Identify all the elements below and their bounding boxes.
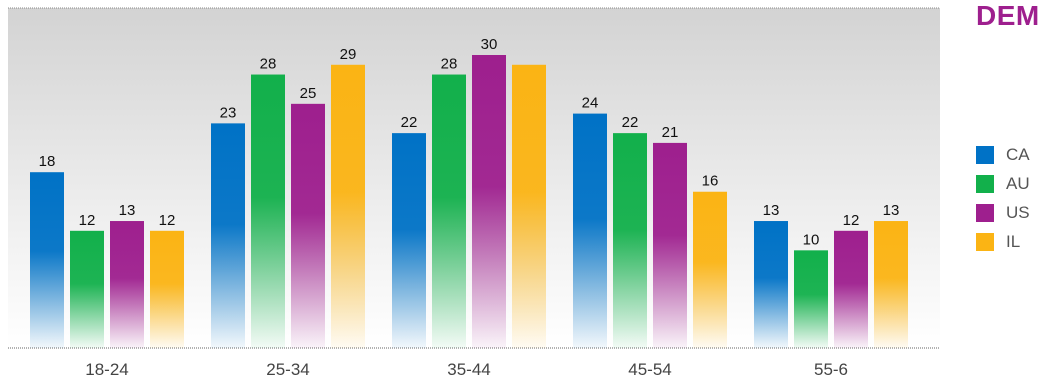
- legend: CA AU US IL: [976, 140, 1030, 256]
- bar-il-45-54: [693, 191, 727, 348]
- bar-us-45-54: [653, 142, 687, 348]
- bar-il-35-44: [512, 64, 546, 349]
- legend-swatch-us: [976, 203, 994, 222]
- bar-au-35-44: [432, 74, 466, 349]
- legend-item-il: IL: [976, 227, 1030, 256]
- data-label-il-55-6: 13: [883, 202, 900, 219]
- legend-item-au: AU: [976, 169, 1030, 198]
- bar-il-55-6: [874, 221, 908, 348]
- data-label-au-25-34: 28: [260, 56, 277, 73]
- data-label-us-55-6: 12: [843, 212, 860, 229]
- bar-au-45-54: [613, 133, 647, 348]
- bar-us-55-6: [834, 230, 868, 348]
- data-label-ca-55-6: 13: [763, 202, 780, 219]
- legend-label-au: AU: [1006, 173, 1030, 193]
- x-tick-label-18-24: 18-24: [85, 360, 128, 379]
- data-label-au-45-54: 22: [622, 114, 639, 131]
- data-label-ca-25-34: 23: [220, 104, 237, 121]
- data-label-us-35-44: 30: [481, 36, 498, 53]
- legend-item-ca: CA: [976, 140, 1030, 169]
- data-label-au-18-24: 12: [79, 212, 96, 229]
- x-tick-label-25-34: 25-34: [266, 360, 309, 379]
- bar-ca-25-34: [211, 123, 245, 348]
- legend-item-us: US: [976, 198, 1030, 227]
- bar-ca-18-24: [30, 172, 64, 348]
- data-label-us-25-34: 25: [300, 85, 317, 102]
- data-label-ca-45-54: 24: [582, 95, 599, 112]
- bar-chart: 18 12 13 12 18-24 23 28 25 29 25-34 22 28 30 35-44 24 2…: [8, 7, 940, 379]
- bar-il-18-24: [150, 230, 184, 348]
- data-label-il-45-54: 16: [702, 173, 719, 190]
- legend-label-il: IL: [1006, 231, 1021, 251]
- legend-swatch-au: [976, 174, 994, 193]
- x-tick-label-55-6: 55-6: [814, 360, 848, 379]
- legend-swatch-ca: [976, 145, 994, 164]
- data-label-il-18-24: 12: [159, 212, 176, 229]
- legend-label-us: US: [1006, 202, 1030, 222]
- chart-title: DEM: [976, 0, 1040, 31]
- data-label-us-45-54: 21: [662, 124, 679, 141]
- bar-il-25-34: [331, 64, 365, 349]
- legend-swatch-il: [976, 232, 994, 251]
- bar-us-35-44: [472, 55, 506, 348]
- data-label-au-55-6: 10: [803, 231, 820, 248]
- bar-au-55-6: [794, 250, 828, 348]
- x-tick-label-45-54: 45-54: [628, 360, 671, 379]
- bar-ca-55-6: [754, 221, 788, 348]
- bar-au-18-24: [70, 230, 104, 348]
- bar-us-18-24: [110, 221, 144, 348]
- bar-ca-35-44: [392, 133, 426, 348]
- bar-ca-45-54: [573, 113, 607, 348]
- bar-us-25-34: [291, 103, 325, 348]
- legend-label-ca: CA: [1006, 144, 1030, 164]
- data-label-ca-35-44: 22: [401, 114, 418, 131]
- x-tick-label-35-44: 35-44: [447, 360, 490, 379]
- data-label-il-25-34: 29: [340, 46, 357, 63]
- data-label-au-35-44: 28: [441, 56, 458, 73]
- bar-au-25-34: [251, 74, 285, 349]
- data-label-ca-18-24: 18: [39, 153, 56, 170]
- data-label-us-18-24: 13: [119, 202, 136, 219]
